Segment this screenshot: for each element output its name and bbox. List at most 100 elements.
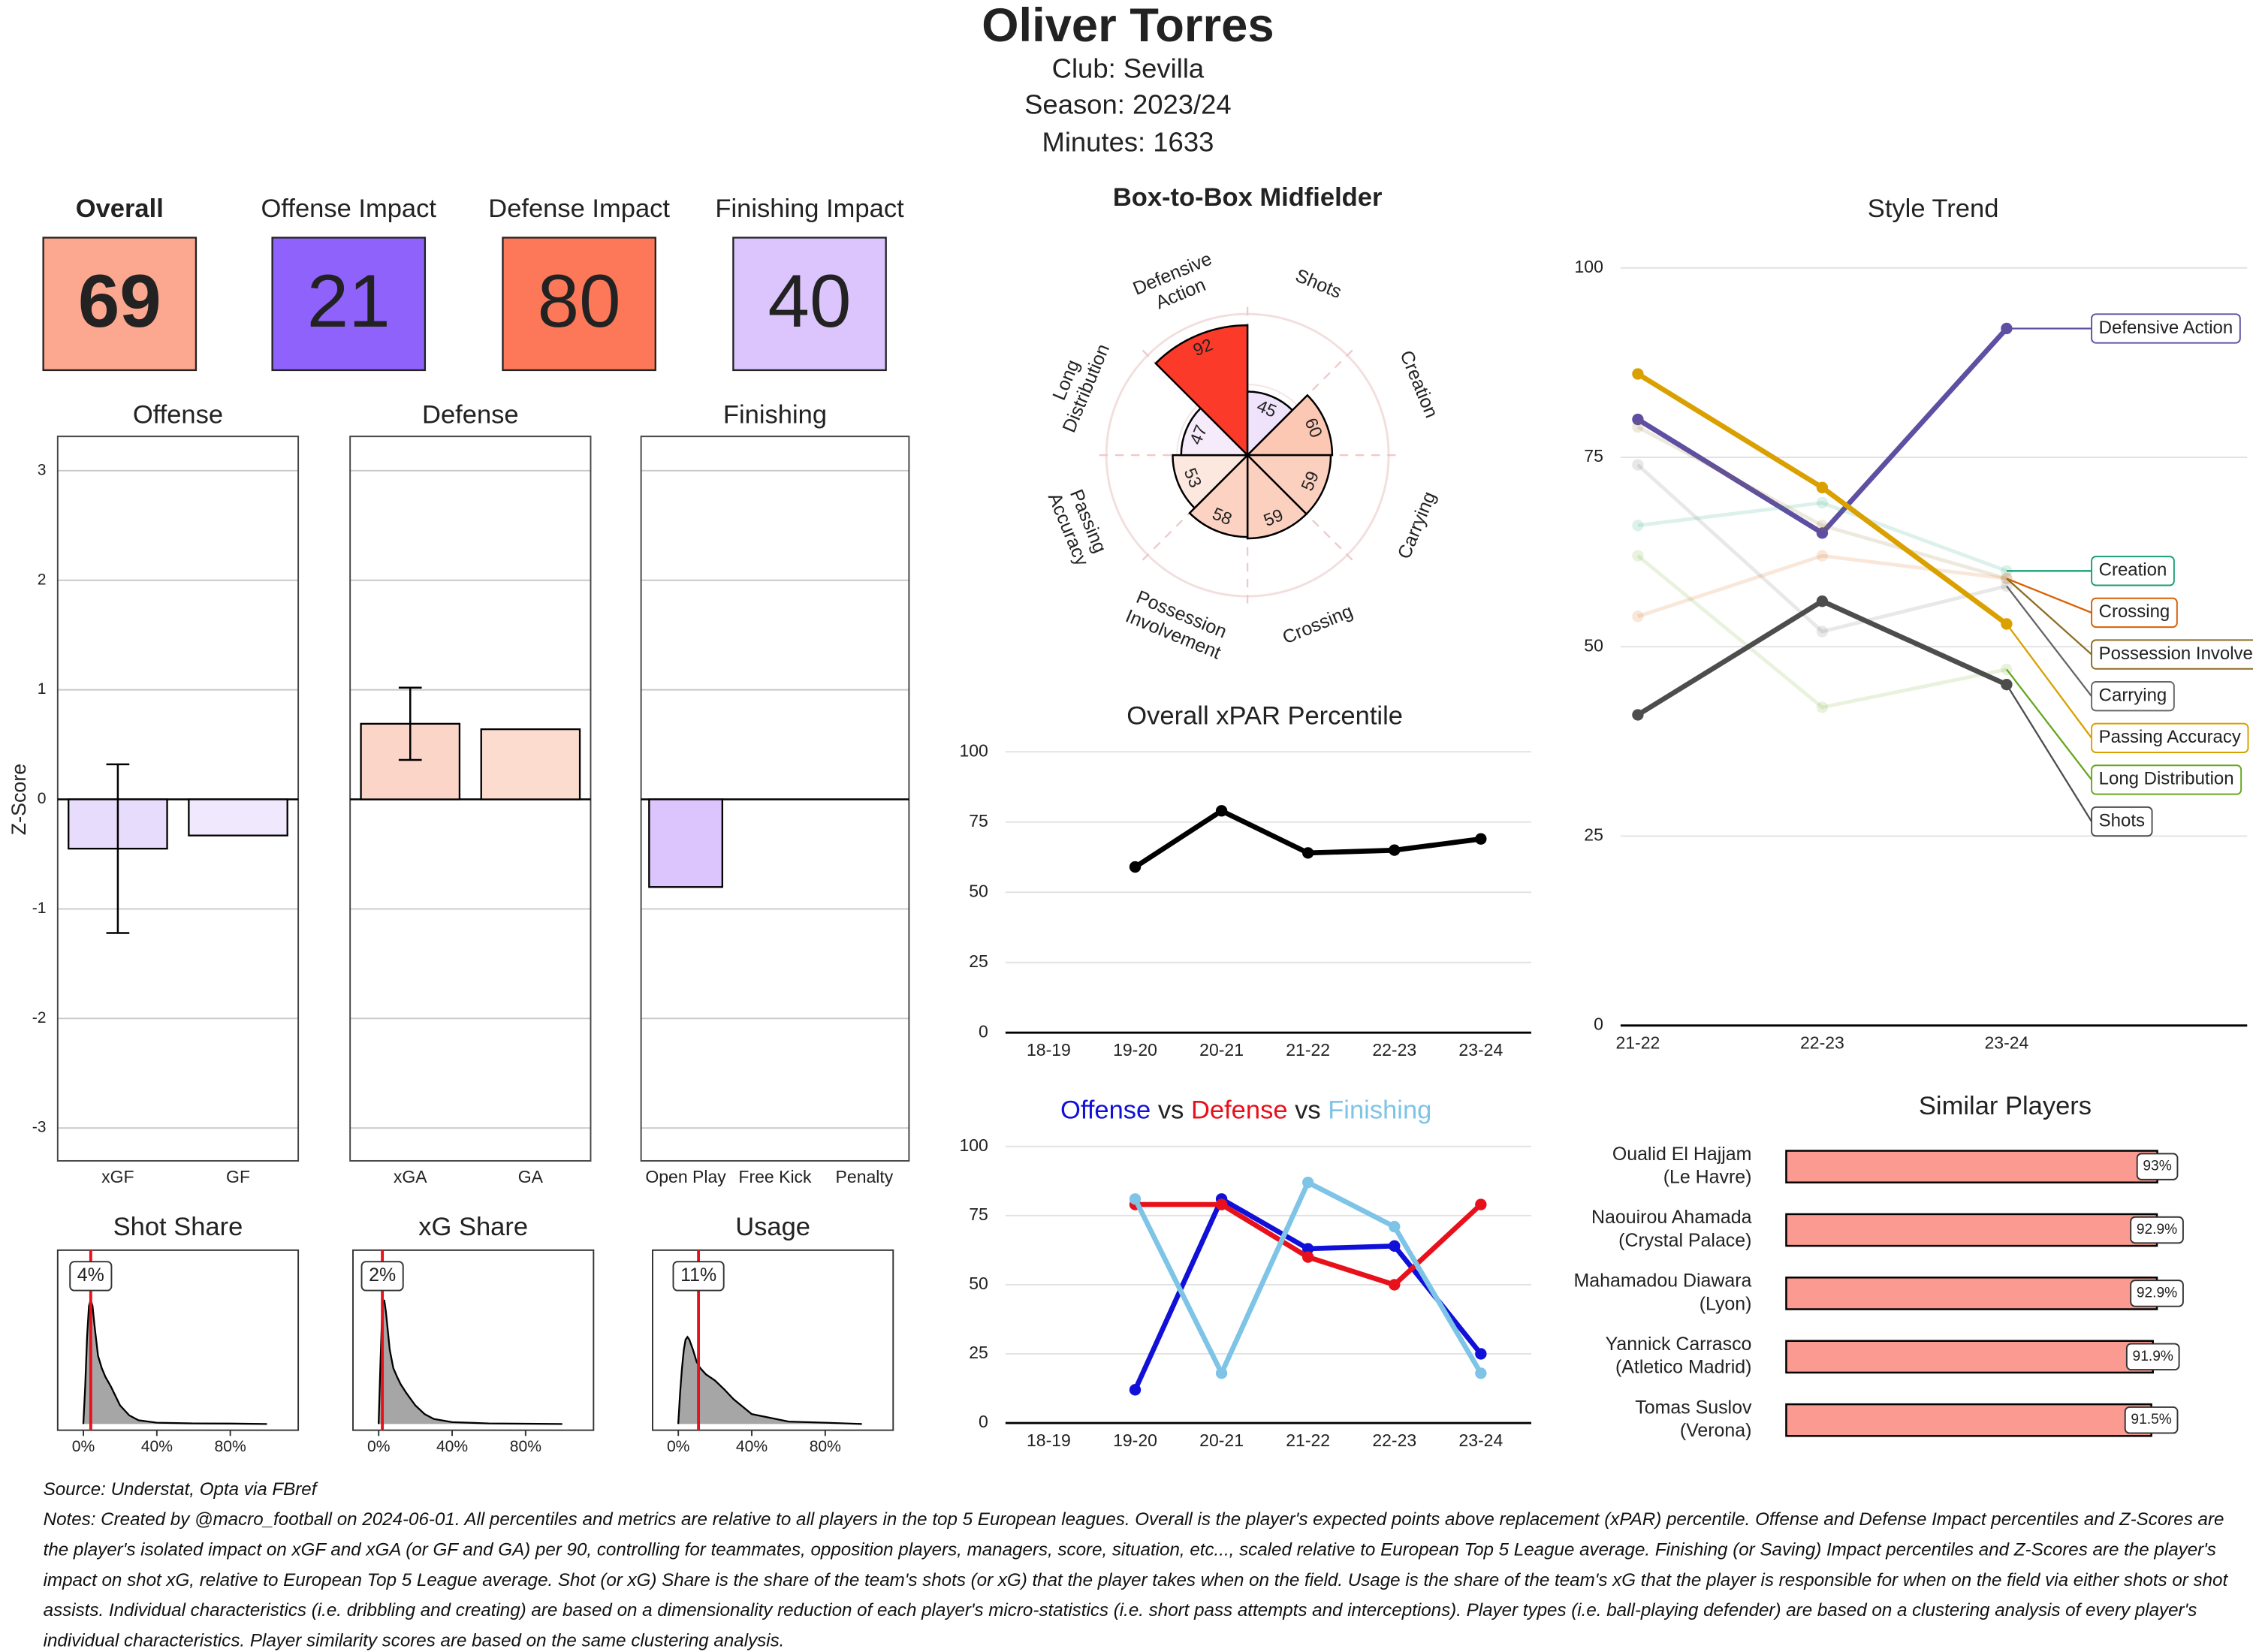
y-tick-label: 100 — [959, 1135, 988, 1155]
y-tick-label: -3 — [32, 1119, 47, 1136]
density-area — [377, 1299, 562, 1425]
polar-bar — [1246, 390, 1294, 458]
point — [1215, 1367, 1228, 1379]
y-tick-label: 50 — [969, 881, 988, 900]
x-tick-label: xGF — [101, 1167, 134, 1186]
x-tick-label: 0% — [667, 1438, 689, 1455]
legend-box — [2091, 639, 2253, 670]
y-tick-label: 50 — [969, 1274, 988, 1293]
title-separator: vs — [1288, 1096, 1329, 1125]
category-label: Tomas Suslov — [1635, 1397, 1752, 1418]
point — [1475, 1367, 1487, 1379]
chart-title: Overall xPAR Percentile — [1126, 701, 1403, 730]
point — [1302, 847, 1314, 859]
category-label: (Lyon) — [1700, 1293, 1752, 1314]
value-label-box — [2124, 1406, 2179, 1434]
x-tick-label: 0% — [367, 1438, 390, 1455]
panel-title: Finishing — [723, 400, 827, 429]
y-axis-label: Z-Score — [8, 764, 30, 835]
category-label: Yannick Carrasco — [1606, 1334, 1752, 1355]
y-tick-label: 0 — [1594, 1014, 1603, 1034]
footer: Source: Understat, Opta via FBref Notes:… — [43, 1479, 2228, 1651]
value-label: 92.9% — [2137, 1285, 2177, 1301]
series-line — [1637, 553, 2007, 619]
category-label: Naouirou Ahamada — [1591, 1207, 1752, 1228]
value-label: 91.5% — [2131, 1412, 2171, 1427]
kpi-label: Defense Impact — [488, 194, 670, 223]
x-tick-label: 22-23 — [1372, 1430, 1416, 1450]
bar — [1785, 1213, 2158, 1247]
bar — [480, 728, 581, 800]
x-tick-label: 21-22 — [1286, 1430, 1330, 1450]
marker-label-box — [360, 1261, 404, 1292]
panel-title: Shot Share — [113, 1213, 243, 1241]
panel-frame — [652, 1249, 894, 1431]
x-tick-label: Free Kick — [738, 1167, 812, 1186]
value-label-box — [2130, 1216, 2184, 1244]
x-tick-label: 22-23 — [1800, 1033, 1844, 1053]
bar — [1785, 1150, 2158, 1183]
y-tick-label: 0 — [979, 1412, 988, 1431]
x-tick-label: 18-19 — [1027, 1040, 1071, 1060]
category-label: Oualid El Hajjam — [1612, 1144, 1752, 1165]
point — [1475, 1348, 1487, 1360]
point — [1215, 805, 1228, 817]
polar-bar — [1245, 393, 1334, 457]
point — [1389, 844, 1401, 856]
point — [1632, 610, 1644, 623]
y-tick-label: 3 — [38, 461, 47, 478]
x-tick-label: 21-22 — [1615, 1033, 1660, 1053]
point — [1475, 833, 1487, 845]
point — [1816, 701, 1829, 713]
legend-entry: Offense — [1060, 1096, 1151, 1125]
kpi-label: Finishing Impact — [715, 194, 904, 223]
value-label-box — [2125, 1343, 2180, 1371]
legend-entry: Shots — [2099, 810, 2145, 831]
value-label-box — [2130, 1280, 2184, 1307]
x-tick-label: 23-24 — [1985, 1033, 2029, 1053]
y-tick-label: 75 — [1584, 446, 1603, 466]
bar — [188, 798, 288, 837]
x-tick-label: 20-21 — [1199, 1040, 1244, 1060]
legend-box — [2091, 681, 2175, 712]
bar — [648, 798, 723, 888]
header-line: Club: Sevilla — [1052, 53, 1205, 84]
kpi-value: 80 — [538, 260, 621, 343]
point — [1632, 368, 1644, 380]
point — [1129, 1384, 1142, 1396]
value-label: 91.9% — [2133, 1349, 2173, 1364]
x-tick-label: 20-21 — [1199, 1430, 1244, 1450]
marker-label: 11% — [680, 1265, 716, 1286]
point — [1475, 1198, 1487, 1210]
y-tick-label: 100 — [959, 740, 988, 760]
bar — [1785, 1340, 2154, 1374]
point — [1302, 1251, 1314, 1263]
leader-line — [2006, 668, 2093, 781]
y-tick-label: 50 — [1584, 635, 1603, 655]
marker-label-box — [69, 1261, 113, 1292]
error-bar — [398, 686, 422, 761]
chart-title: Box-to-Box Midfielder — [1113, 183, 1383, 212]
page-title: Oliver Torres — [982, 0, 1274, 52]
point — [1816, 520, 1829, 532]
panel-title: Defense — [422, 400, 519, 429]
series-line — [1636, 425, 2007, 580]
series-line — [1637, 501, 2007, 573]
value-label-box — [2136, 1153, 2179, 1180]
legend-box — [2091, 764, 2242, 795]
leader-line — [2006, 577, 2092, 656]
category-label: (Atletico Madrid) — [1615, 1357, 1751, 1378]
kpi-tile — [732, 237, 887, 372]
leader-line — [2006, 585, 2093, 697]
notes: Notes: Created by @macro_football on 202… — [43, 1509, 2228, 1651]
point — [1816, 550, 1829, 562]
legend-box — [2091, 806, 2153, 837]
x-tick-label: Open Play — [645, 1167, 726, 1186]
y-tick-label: -2 — [32, 1009, 47, 1026]
polar-bar — [1172, 454, 1250, 510]
x-tick-label: 40% — [436, 1438, 468, 1455]
point — [1215, 1198, 1228, 1210]
error-bar — [106, 763, 130, 934]
